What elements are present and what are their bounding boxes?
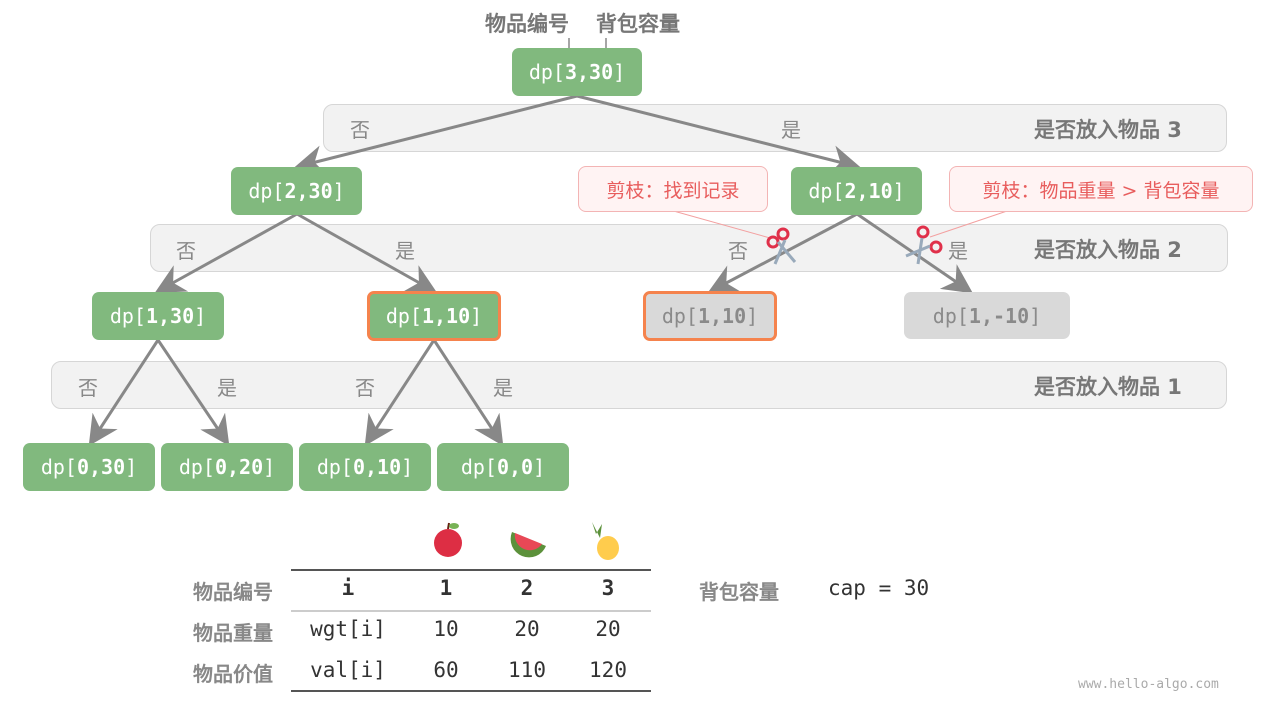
row-label-index: 物品编号: [193, 580, 273, 604]
row-label-value: 物品价值: [193, 662, 273, 686]
node-dp-1-neg10: dp[1,-10]: [904, 292, 1070, 339]
node-dp-1-10-memo: dp[1,10]: [643, 291, 777, 341]
table-cell: 120: [589, 658, 627, 682]
edge: [296, 212, 438, 293]
table-top-rule: [291, 569, 651, 571]
edge: [576, 94, 861, 175]
band-label-3: 是否放入物品 3: [1034, 118, 1182, 142]
edge: [156, 339, 230, 446]
band-label-1: 是否放入物品 1: [1034, 375, 1182, 399]
band-item-3: [323, 104, 1227, 152]
band-label-2: 是否放入物品 2: [1034, 238, 1182, 262]
table-bottom-rule: [291, 690, 651, 692]
apple-icon: [434, 522, 462, 557]
table-cell: 20: [514, 617, 540, 641]
branch-yes: 是: [948, 239, 968, 263]
table-cell: wgt[i]: [310, 617, 386, 641]
table-header-cell: i: [341, 576, 355, 600]
node-dp-0-20: dp[0,20]: [161, 443, 293, 491]
branch-yes: 是: [781, 118, 801, 142]
branch-no: 否: [78, 376, 98, 400]
branch-no: 否: [355, 376, 375, 400]
table-cell: 110: [508, 658, 546, 682]
edge: [294, 94, 578, 175]
table-header-cell: 1: [439, 576, 453, 600]
branch-no: 否: [350, 118, 370, 142]
pineapple-icon: [592, 522, 619, 560]
scissors-icon: [766, 227, 797, 265]
node-dp-2-30: dp[2,30]: [231, 167, 362, 215]
edge: [88, 339, 160, 447]
table-header-cell: 2: [520, 576, 534, 600]
node-dp-0-30: dp[0,30]: [23, 443, 155, 491]
table-cell: 60: [433, 658, 459, 682]
watermelon-icon: [510, 532, 546, 558]
branch-no: 否: [176, 239, 196, 263]
edge: [432, 339, 504, 447]
capacity-header: 背包容量: [596, 12, 680, 36]
band-item-1: [51, 361, 1227, 409]
table-cell: 10: [433, 617, 459, 641]
row-label-weight: 物品重量: [193, 621, 273, 645]
fruit-icons: [434, 522, 619, 560]
branch-yes: 是: [493, 376, 513, 400]
capacity-value: cap = 30: [828, 576, 930, 600]
node-dp-1-10-computed: dp[1,10]: [367, 291, 501, 341]
node-dp-0-10: dp[0,10]: [299, 443, 431, 491]
scissors-icon: [905, 225, 943, 265]
branch-yes: 是: [217, 376, 237, 400]
callout-pointer: [929, 209, 1011, 238]
prune-memo-callout: 剪枝：找到记录: [578, 166, 768, 212]
prune-overweight-callout: 剪枝：物品重量 > 背包容量: [949, 166, 1253, 212]
callout-pointer: [669, 209, 771, 239]
watermark: www.hello-algo.com: [1078, 677, 1219, 692]
item-index-header: 物品编号: [485, 12, 569, 36]
table-cell: 20: [595, 617, 621, 641]
node-dp-0-0: dp[0,0]: [437, 443, 569, 491]
node-dp-2-10: dp[2,10]: [791, 167, 922, 215]
band-item-2: [150, 224, 1228, 272]
node-dp-3-30: dp[3,30]: [512, 48, 642, 96]
node-dp-1-30: dp[1,30]: [92, 292, 224, 340]
table-mid-rule: [291, 610, 651, 612]
edge: [154, 212, 298, 293]
branch-yes: 是: [395, 239, 415, 263]
branch-no: 否: [728, 239, 748, 263]
table-cell: val[i]: [310, 658, 386, 682]
edge: [364, 339, 436, 447]
capacity-label: 背包容量: [699, 580, 779, 604]
table-header-cell: 3: [601, 576, 615, 600]
